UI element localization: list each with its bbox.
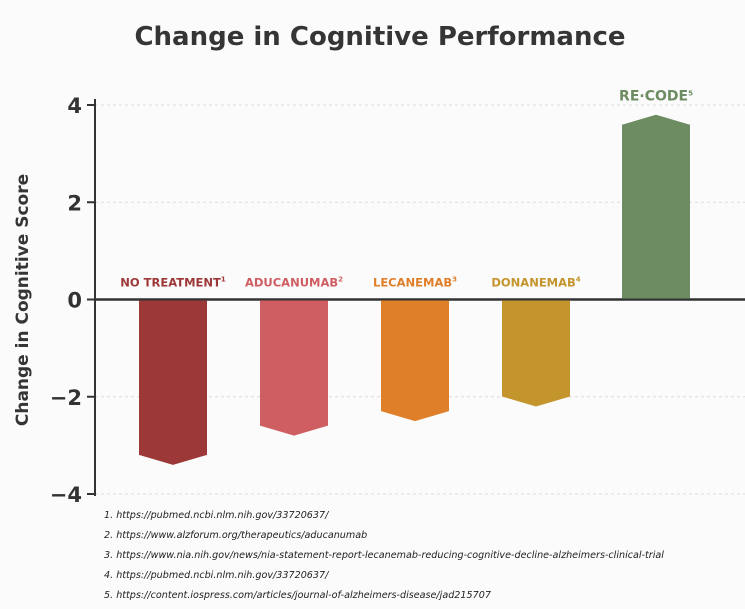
footnote-ref: 4 <box>576 276 581 284</box>
bars <box>139 114 690 465</box>
footnote-ref: 1 <box>221 276 226 284</box>
category-label-4: DONANEMAB4 <box>491 276 580 290</box>
bar-2 <box>260 300 328 436</box>
bar-3 <box>381 300 449 422</box>
footnote-2: 2. https://www.alzforum.org/therapeutics… <box>104 530 368 541</box>
bar-1 <box>139 300 207 465</box>
y-tick-label: 0 <box>67 289 82 313</box>
footnote-1: 1. https://pubmed.ncbi.nlm.nih.gov/33720… <box>104 510 329 521</box>
footnote-3: 3. https://www.nia.nih.gov/news/nia-stat… <box>104 550 664 561</box>
y-tick-label: 4 <box>67 94 82 118</box>
bar-5 <box>622 114 690 299</box>
footnote-ref: 3 <box>452 276 457 284</box>
y-tick-label: −4 <box>50 483 82 507</box>
footnote-4: 4. https://pubmed.ncbi.nlm.nih.gov/33720… <box>104 570 329 581</box>
y-axis: 4 2 0 −2 −4 <box>50 94 745 507</box>
y-tick-label: 2 <box>67 191 82 215</box>
category-label-2: ADUCANUMAB2 <box>245 276 343 290</box>
footnote-ref: 2 <box>338 276 343 284</box>
chart-title: Change in Cognitive Performance <box>134 22 625 52</box>
footnotes-list: 1. https://pubmed.ncbi.nlm.nih.gov/33720… <box>104 509 664 609</box>
category-labels: NO TREATMENT1 ADUCANUMAB2 LECANEMAB3 DONANE… <box>120 89 693 290</box>
category-label-1: NO TREATMENT1 <box>120 276 226 290</box>
bar-4 <box>502 300 570 407</box>
footnote-ref: 5 <box>688 90 693 98</box>
category-label-3: LECANEMAB3 <box>373 276 457 290</box>
y-tick-label: −2 <box>50 386 82 410</box>
category-label-5: RE·CODE5 <box>619 89 693 105</box>
footnote-5: 5. https://content.iospress.com/articles… <box>104 590 491 601</box>
bar-chart: Change in Cognitive Performance Change i… <box>13 22 745 507</box>
y-axis-label: Change in Cognitive Score <box>13 174 33 426</box>
